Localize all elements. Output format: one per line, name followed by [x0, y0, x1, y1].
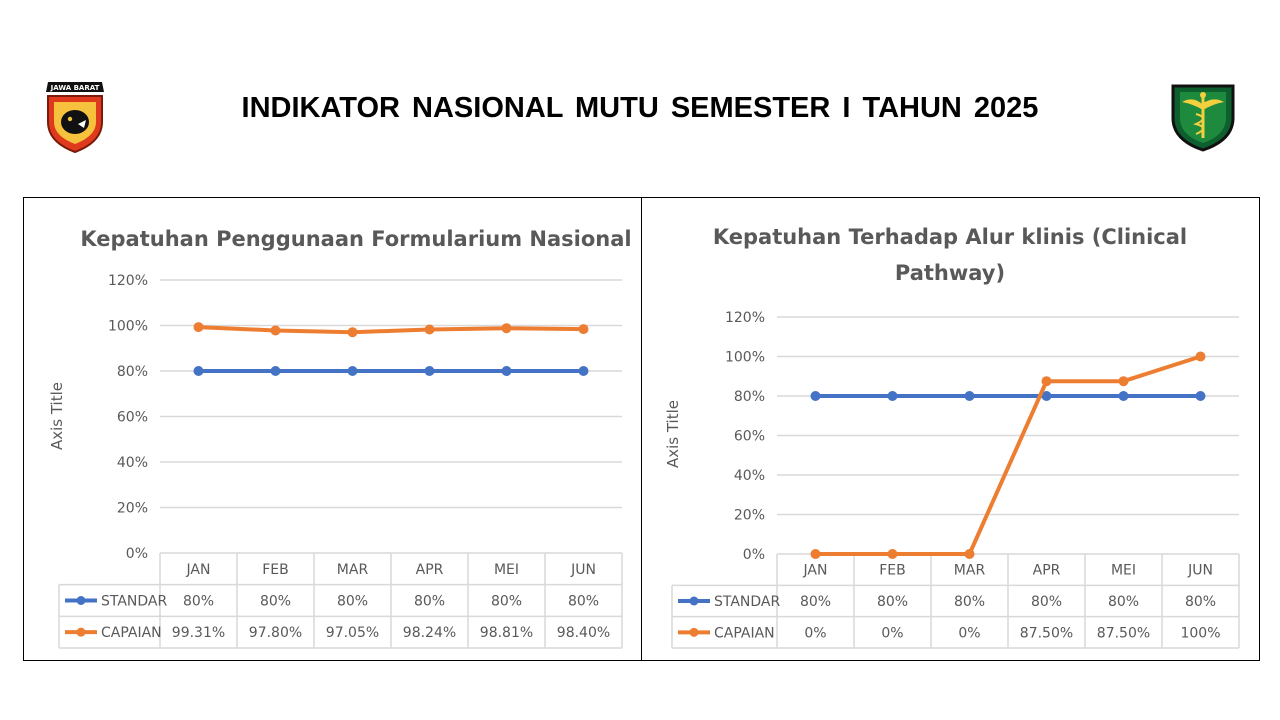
- legend-marker: [689, 596, 699, 606]
- x-tick-label: FEB: [879, 563, 906, 579]
- y-tick-label: 0%: [126, 546, 148, 562]
- data-table-value: 0%: [804, 625, 826, 641]
- data-point-capaian: [347, 327, 358, 338]
- data-point-capaian: [1118, 376, 1129, 387]
- data-table-value: 80%: [491, 594, 522, 610]
- legend-label: CAPAIAN: [714, 625, 775, 641]
- data-table-value: 80%: [183, 594, 214, 610]
- data-table-value: 0%: [881, 625, 903, 641]
- data-table-value: 80%: [337, 594, 368, 610]
- y-tick-label: 60%: [734, 429, 765, 445]
- x-tick-label: JAN: [186, 562, 211, 578]
- data-table-value: 80%: [1108, 594, 1139, 610]
- series-line-capaian: [198, 325, 584, 335]
- data-table-value: 80%: [1185, 594, 1216, 610]
- data-point-capaian: [1041, 376, 1052, 387]
- legend-label: CAPAIAN: [101, 625, 162, 641]
- data-point-capaian: [270, 325, 281, 336]
- data-table-value: 99.31%: [172, 625, 225, 641]
- data-table-value: 80%: [800, 594, 831, 610]
- y-tick-label: 20%: [734, 508, 765, 524]
- data-table-value: 80%: [1031, 594, 1062, 610]
- data-point-standar: [1118, 391, 1129, 401]
- data-table-value: 80%: [260, 594, 291, 610]
- police-badge-icon: JAWA BARAT: [46, 82, 104, 154]
- y-tick-label: 0%: [743, 547, 765, 563]
- legend-label: STANDAR: [714, 594, 781, 610]
- x-tick-label: MAR: [337, 562, 369, 578]
- data-table-value: 80%: [568, 594, 599, 610]
- x-tick-label: MAR: [954, 563, 986, 579]
- legend-label: STANDAR: [101, 594, 168, 610]
- data-table-value: 80%: [954, 594, 985, 610]
- data-table-value: 80%: [877, 594, 908, 610]
- chart-title: Pathway): [895, 261, 1005, 285]
- chart-panel-formularium: Kepatuhan Penggunaan Formularium Nasiona…: [23, 197, 642, 661]
- data-point-capaian: [964, 549, 975, 559]
- chart-panel-clinical-pathway: Kepatuhan Terhadap Alur klinis (Clinical…: [641, 197, 1260, 661]
- y-tick-label: 120%: [725, 310, 765, 326]
- data-point-capaian: [501, 323, 512, 334]
- x-tick-label: JUN: [570, 562, 596, 578]
- x-tick-label: APR: [416, 562, 444, 578]
- y-tick-label: 100%: [725, 350, 765, 366]
- data-table-value: 98.40%: [557, 625, 610, 641]
- medical-caduceus-shield-icon: [1171, 84, 1235, 152]
- x-tick-label: APR: [1033, 563, 1061, 579]
- data-point-standar: [1041, 391, 1052, 401]
- y-axis-title: Axis Title: [664, 400, 682, 468]
- data-point-standar: [578, 366, 589, 376]
- legend-marker: [76, 627, 86, 637]
- chart-formularium: Kepatuhan Penggunaan Formularium Nasiona…: [48, 227, 632, 649]
- data-point-capaian: [1195, 351, 1206, 362]
- data-point-standar: [193, 366, 204, 376]
- data-point-standar: [501, 366, 512, 376]
- data-table-value: 98.81%: [480, 625, 533, 641]
- x-tick-label: JUN: [1187, 563, 1213, 579]
- data-point-capaian: [424, 324, 435, 335]
- data-point-standar: [964, 391, 975, 401]
- police-badge-logo: JAWA BARAT: [40, 78, 110, 154]
- x-tick-label: MEI: [494, 562, 519, 578]
- y-tick-label: 40%: [117, 455, 148, 471]
- y-tick-label: 100%: [108, 319, 148, 335]
- data-point-capaian: [193, 322, 204, 333]
- y-tick-label: 80%: [117, 364, 148, 380]
- chart-title: Kepatuhan Penggunaan Formularium Nasiona…: [80, 227, 631, 251]
- data-table-value: 87.50%: [1020, 625, 1073, 641]
- data-point-standar: [810, 391, 821, 401]
- legend-marker: [76, 596, 86, 605]
- data-point-standar: [887, 391, 898, 401]
- data-table-value: 98.24%: [403, 625, 456, 641]
- y-tick-label: 80%: [734, 389, 765, 405]
- page-title: INDIKATOR NASIONAL MUTU SEMESTER I TAHUN…: [241, 92, 1039, 124]
- data-point-capaian: [887, 549, 898, 559]
- medical-shield-logo: [1168, 80, 1238, 152]
- y-tick-label: 20%: [117, 501, 148, 517]
- chart-clinical-pathway: Kepatuhan Terhadap Alur klinis (Clinical…: [664, 225, 1240, 649]
- data-point-capaian: [578, 324, 589, 335]
- legend-marker: [689, 627, 699, 637]
- chart-title: Kepatuhan Terhadap Alur klinis (Clinical: [713, 225, 1187, 249]
- data-point-capaian: [810, 549, 821, 559]
- y-tick-label: 120%: [108, 273, 148, 289]
- y-axis-title: Axis Title: [48, 382, 66, 450]
- x-tick-label: JAN: [803, 563, 828, 579]
- series-line-capaian: [815, 354, 1202, 556]
- y-tick-label: 60%: [117, 410, 148, 426]
- data-table-value: 87.50%: [1097, 625, 1150, 641]
- data-table-value: 0%: [958, 625, 980, 641]
- svg-text:JAWA BARAT: JAWA BARAT: [50, 84, 100, 92]
- x-tick-label: FEB: [262, 562, 289, 578]
- y-tick-label: 40%: [734, 468, 765, 484]
- x-tick-label: MEI: [1111, 563, 1136, 579]
- data-table-value: 80%: [414, 594, 445, 610]
- data-point-standar: [270, 366, 281, 376]
- data-point-standar: [1195, 391, 1206, 401]
- data-point-standar: [424, 366, 435, 376]
- data-point-standar: [347, 366, 358, 376]
- data-table-value: 97.05%: [326, 625, 379, 641]
- data-table-value: 97.80%: [249, 625, 302, 641]
- data-table-value: 100%: [1180, 625, 1220, 641]
